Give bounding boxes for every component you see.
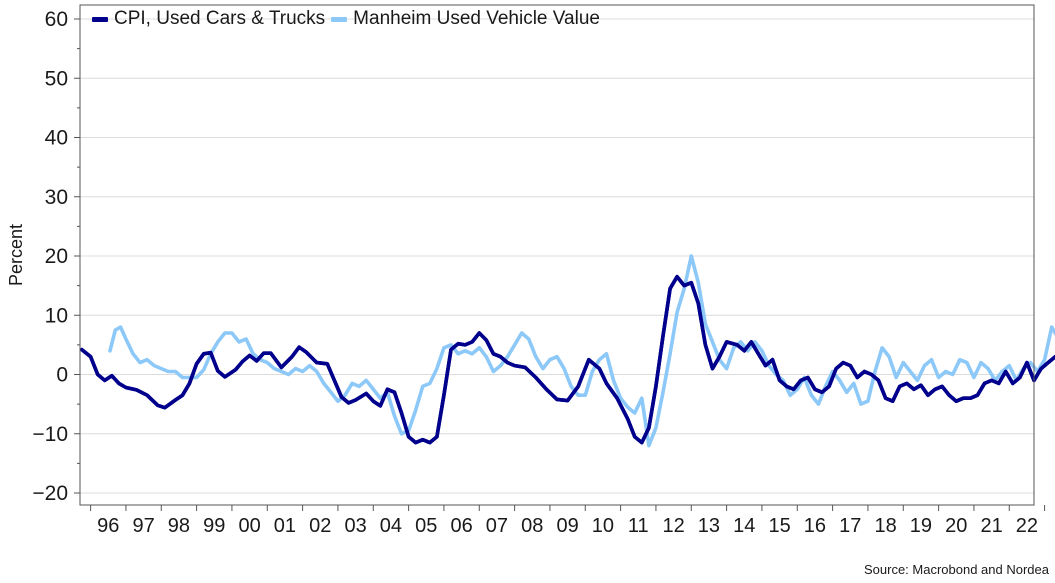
legend-label-manheim: Manheim Used Vehicle Value [353, 8, 600, 29]
x-tick-label: 13 [698, 515, 720, 537]
x-tick-label: 18 [874, 515, 896, 537]
y-tick-label: 60 [45, 8, 68, 31]
x-tick-label: 16 [804, 515, 826, 537]
series-line-cpi [80, 274, 1055, 445]
x-tick-label: 19 [910, 515, 932, 537]
y-axis-label: Percent [6, 223, 26, 287]
x-tick-label: 17 [839, 515, 861, 537]
y-tick-label: 50 [45, 67, 68, 90]
source-note: Source: Macrobond and Nordea [863, 562, 1049, 577]
legend-swatch-cpi [92, 16, 108, 22]
x-tick-label: 05 [415, 515, 437, 537]
y-tick-label: 0 [56, 364, 68, 387]
y-tick-label: −20 [32, 482, 68, 505]
x-tick-label: 09 [556, 515, 578, 537]
legend-swatch-manheim [331, 16, 348, 22]
series-line-manheim [108, 254, 1055, 448]
x-tick-label: 07 [486, 515, 508, 537]
x-tick-label: 01 [274, 515, 296, 537]
legend-label-cpi: CPI, Used Cars & Trucks [114, 8, 326, 29]
x-tick-label: 20 [945, 515, 967, 537]
x-tick-label: 04 [380, 515, 402, 537]
x-tick-label: 02 [309, 515, 331, 537]
grid [80, 18, 1034, 494]
legend: CPI, Used Cars & Trucks Manheim Used Veh… [92, 8, 600, 30]
series-line-cpi [80, 274, 1055, 445]
y-tick-label: 20 [45, 245, 68, 268]
y-tick-label: 40 [45, 127, 68, 150]
x-tick-label: 21 [980, 515, 1002, 537]
x-tick-label: 15 [768, 515, 790, 537]
x-tick-label: 10 [592, 515, 614, 537]
x-tick-label: 00 [238, 515, 260, 537]
x-tick-label: 14 [733, 515, 755, 537]
y-axis-ticks: 60 50 40 30 20 10 0 −10 −20 [32, 8, 80, 505]
plot-frame [79, 4, 1035, 506]
x-tick-label: 06 [450, 515, 472, 537]
legend-item-cpi: CPI, Used Cars & Trucks [92, 8, 325, 30]
series-lines [80, 254, 1055, 448]
x-tick-label: 08 [521, 515, 543, 537]
x-tick-label: 22 [1016, 515, 1038, 537]
x-tick-label: 11 [628, 515, 649, 537]
y-tick-label: 10 [45, 304, 68, 327]
legend-item-manheim: Manheim Used Vehicle Value [331, 8, 600, 30]
x-tick-label: 96 [97, 515, 119, 537]
x-axis-ticks: 96 97 98 99 00 01 02 03 04 05 06 07 08 09 10 11 12 13 14 15… [90, 505, 1046, 537]
x-tick-label: 98 [168, 515, 190, 537]
y-tick-label: −10 [32, 423, 68, 446]
x-tick-label: 97 [132, 515, 154, 537]
x-tick-label: 03 [344, 515, 366, 537]
x-tick-label: 99 [203, 515, 225, 537]
y-tick-label: 30 [45, 186, 68, 209]
x-tick-label: 12 [662, 515, 684, 537]
